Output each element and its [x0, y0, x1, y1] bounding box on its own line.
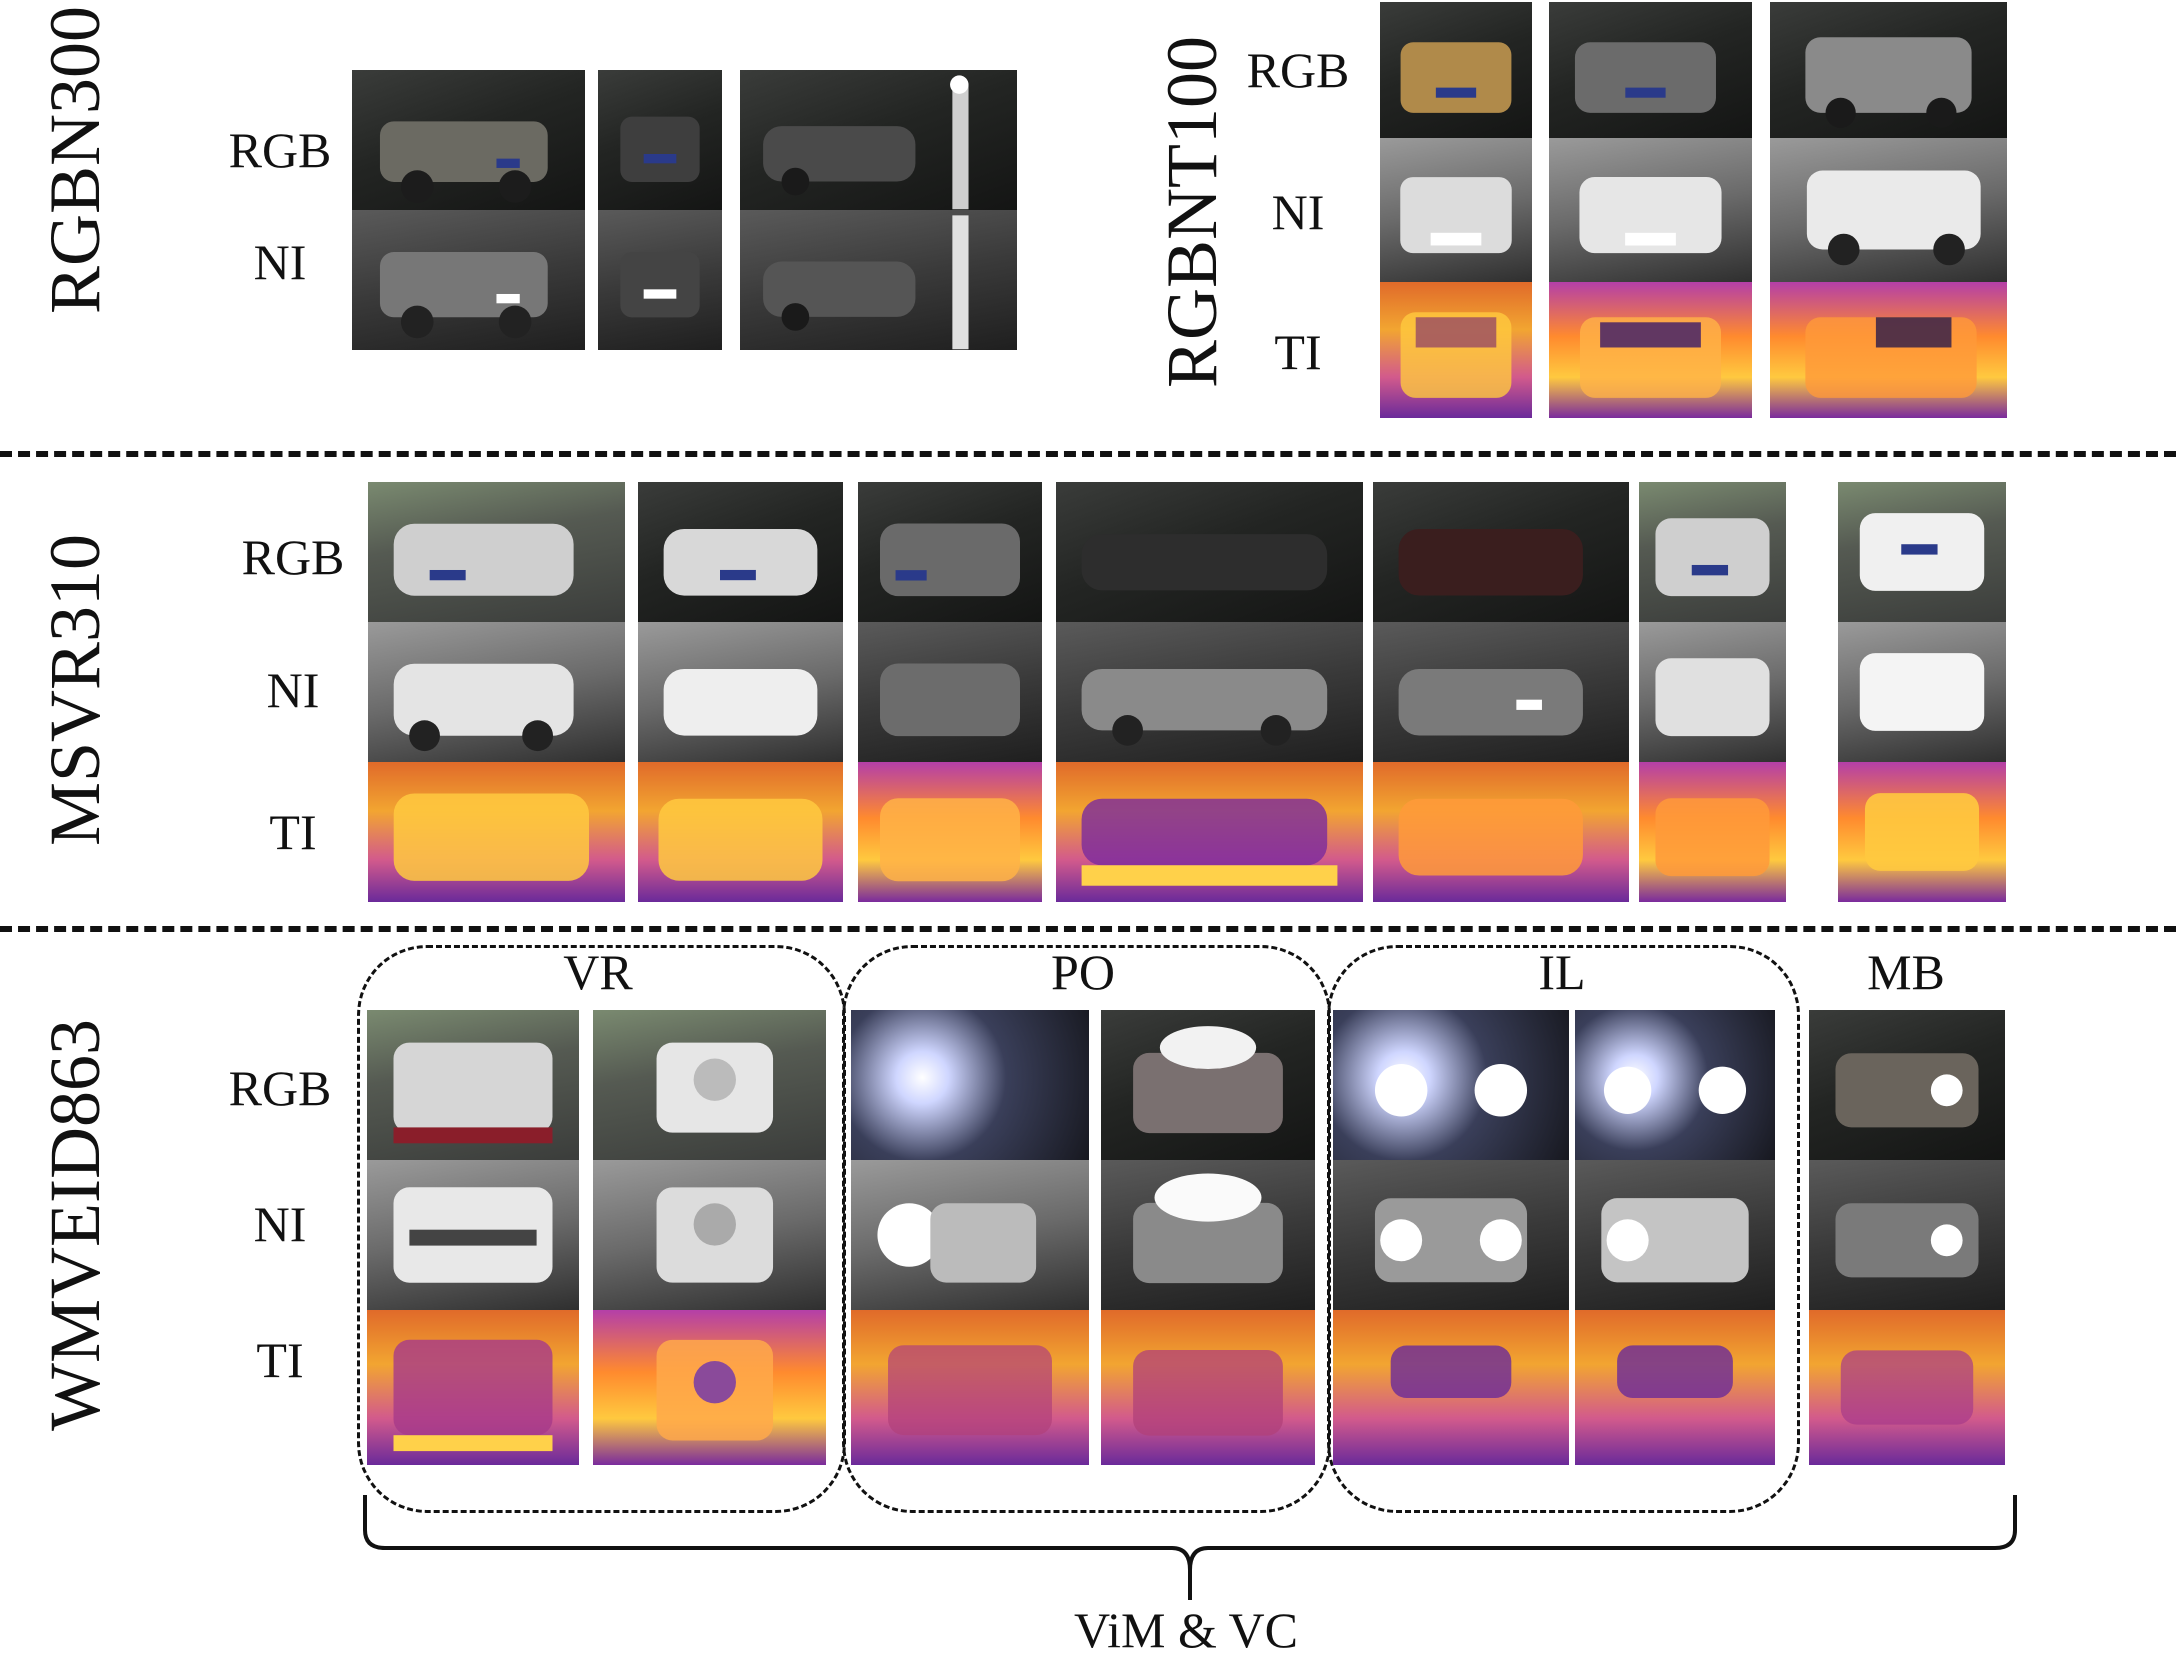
group-label-mb: MB — [1867, 944, 1945, 1000]
row-label-rgb: RGB — [241, 529, 345, 585]
wmveid863-po-ti-image-2 — [1101, 1310, 1315, 1465]
row-label-ti: TI — [269, 804, 317, 860]
rgbnt100-ti-image-3 — [1770, 282, 2007, 418]
rgbnt100-ti-image-2 — [1549, 282, 1752, 418]
msvr310-ti-image-4 — [1056, 762, 1363, 902]
wmveid863-mb-ti-image — [1809, 1310, 2005, 1465]
msvr310-rgb-image-5 — [1373, 482, 1629, 622]
wmveid863-il-ti-image-1 — [1333, 1310, 1569, 1465]
wmveid863-po-ni-image-2 — [1101, 1160, 1315, 1310]
wmveid863-vr-ni-image-1 — [367, 1160, 579, 1310]
rgbn300-ni-image-3 — [740, 210, 1017, 350]
msvr310-ni-image-7 — [1838, 622, 2006, 762]
wmveid863-vr-rgb-image-1 — [367, 1010, 579, 1160]
rgbn300-ni-image-2 — [598, 210, 722, 350]
row-label-rgb: RGB — [1246, 42, 1350, 98]
rgbnt100-ti-image-1 — [1380, 282, 1532, 418]
wmveid863-vr-ti-image-2 — [593, 1310, 826, 1465]
dataset-label-rgbnt100: RGBNT100 — [1152, 35, 1232, 389]
msvr310-ti-image-7 — [1838, 762, 2006, 902]
row-label-ni: NI — [266, 662, 320, 718]
msvr310-ni-image-4 — [1056, 622, 1363, 762]
wmveid863-il-ni-image-2 — [1575, 1160, 1775, 1310]
msvr310-ni-image-5 — [1373, 622, 1629, 762]
group-label-il: IL — [1538, 944, 1586, 1000]
row-label-ni: NI — [253, 1196, 307, 1252]
row-label-rgb: RGB — [228, 1060, 332, 1116]
group-label-vr: VR — [563, 944, 633, 1000]
msvr310-rgb-image-7 — [1838, 482, 2006, 622]
rgbn300-ni-image-1 — [352, 210, 585, 350]
msvr310-ti-image-2 — [638, 762, 843, 902]
wmveid863-po-ti-image-1 — [851, 1310, 1089, 1465]
wmveid863-il-rgb-image-2 — [1575, 1010, 1775, 1160]
msvr310-ti-image-5 — [1373, 762, 1629, 902]
row-label-ti: TI — [1274, 324, 1322, 380]
row-label-ti: TI — [256, 1332, 304, 1388]
dataset-label-rgbn300: RGBN300 — [35, 5, 115, 315]
rgbn300-rgb-image-3 — [740, 70, 1017, 210]
rgbnt100-rgb-image-1 — [1380, 2, 1532, 138]
msvr310-ti-image-6 — [1639, 762, 1786, 902]
msvr310-ni-image-2 — [638, 622, 843, 762]
wmveid863-il-ni-image-1 — [1333, 1160, 1569, 1310]
wmveid863-po-ni-image-1 — [851, 1160, 1089, 1310]
rgbn300-rgb-image-1 — [352, 70, 585, 210]
section-divider-2 — [0, 926, 2176, 932]
wmveid863-po-rgb-image-1 — [851, 1010, 1089, 1160]
msvr310-ni-image-6 — [1639, 622, 1786, 762]
wmveid863-vr-ti-image-1 — [367, 1310, 579, 1465]
wmveid863-il-rgb-image-1 — [1333, 1010, 1569, 1160]
rgbnt100-rgb-image-3 — [1770, 2, 2007, 138]
rgbnt100-ni-image-1 — [1380, 138, 1532, 282]
row-label-ni: NI — [1271, 184, 1325, 240]
brace-label: ViM & VC — [1074, 1602, 1298, 1658]
brace — [363, 1495, 2017, 1600]
wmveid863-mb-ni-image — [1809, 1160, 2005, 1310]
rgbnt100-rgb-image-2 — [1549, 2, 1752, 138]
msvr310-rgb-image-1 — [368, 482, 625, 622]
rgbn300-rgb-image-2 — [598, 70, 722, 210]
msvr310-ti-image-1 — [368, 762, 625, 902]
row-label-ni: NI — [253, 234, 307, 290]
row-label-rgb: RGB — [228, 122, 332, 178]
msvr310-rgb-image-6 — [1639, 482, 1786, 622]
msvr310-rgb-image-2 — [638, 482, 843, 622]
msvr310-ni-image-1 — [368, 622, 625, 762]
group-label-po: PO — [1051, 944, 1115, 1000]
msvr310-rgb-image-4 — [1056, 482, 1363, 622]
msvr310-ni-image-3 — [858, 622, 1042, 762]
rgbnt100-ni-image-2 — [1549, 138, 1752, 282]
wmveid863-po-rgb-image-2 — [1101, 1010, 1315, 1160]
wmveid863-il-ti-image-2 — [1575, 1310, 1775, 1465]
section-divider-1 — [0, 451, 2176, 457]
dataset-label-wmveid863: WMVEID863 — [35, 1019, 115, 1431]
dataset-label-msvr310: MSVR310 — [35, 533, 115, 847]
wmveid863-mb-rgb-image — [1809, 1010, 2005, 1160]
msvr310-rgb-image-3 — [858, 482, 1042, 622]
wmveid863-vr-rgb-image-2 — [593, 1010, 826, 1160]
rgbnt100-ni-image-3 — [1770, 138, 2007, 282]
wmveid863-vr-ni-image-2 — [593, 1160, 826, 1310]
group-box-il — [1327, 945, 1800, 1513]
msvr310-ti-image-3 — [858, 762, 1042, 902]
